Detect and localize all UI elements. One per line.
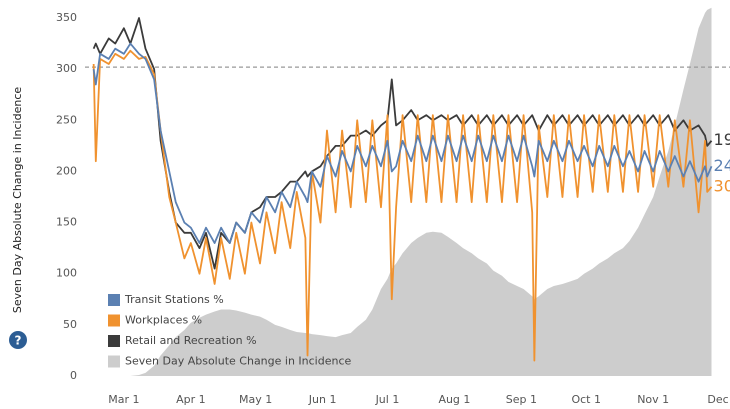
y-tick-label: 300 <box>56 62 77 75</box>
end-label: 19% <box>714 130 730 149</box>
x-tick-label: Mar 1 <box>108 393 139 406</box>
legend-label: Transit Stations % <box>124 293 224 306</box>
y-axis-title: Seven Day Absolute Change in Incidence <box>11 87 24 314</box>
legend-label: Workplaces % <box>125 314 202 327</box>
legend-swatch <box>108 294 120 306</box>
y-tick-label: 200 <box>56 164 77 177</box>
legend-swatch <box>108 335 120 347</box>
incidence-area <box>93 7 712 377</box>
x-tick-label: Dec <box>707 393 728 406</box>
series-line <box>92 17 713 270</box>
x-tick-label: Jul 1 <box>375 393 400 406</box>
y-tick-label: 50 <box>63 318 77 331</box>
x-tick-label: Oct 1 <box>571 393 601 406</box>
help-icon-circle[interactable] <box>9 331 27 349</box>
y-tick-label: 0 <box>70 369 77 382</box>
legend-label: Seven Day Absolute Change in Incidence <box>125 355 352 368</box>
y-tick-label: 350 <box>56 11 77 24</box>
y-tick-label: 100 <box>56 267 77 280</box>
x-tick-label: Apr 1 <box>176 393 206 406</box>
x-tick-label: Nov 1 <box>637 393 669 406</box>
legend-label: Retail and Recreation % <box>125 334 257 347</box>
series-line <box>92 42 713 244</box>
x-tick-label: Sep 1 <box>506 393 537 406</box>
x-tick-label: Aug 1 <box>438 393 470 406</box>
help-icon[interactable]: ? <box>15 334 22 348</box>
y-tick-label: 250 <box>56 113 77 126</box>
legend-swatch <box>108 314 120 327</box>
legend-swatch <box>108 355 120 368</box>
end-label: 30% <box>714 176 730 195</box>
x-tick-label: Jun 1 <box>308 393 337 406</box>
y-tick-label: 150 <box>56 216 77 229</box>
x-tick-label: May 1 <box>239 393 272 406</box>
end-label: 24% <box>714 156 730 175</box>
